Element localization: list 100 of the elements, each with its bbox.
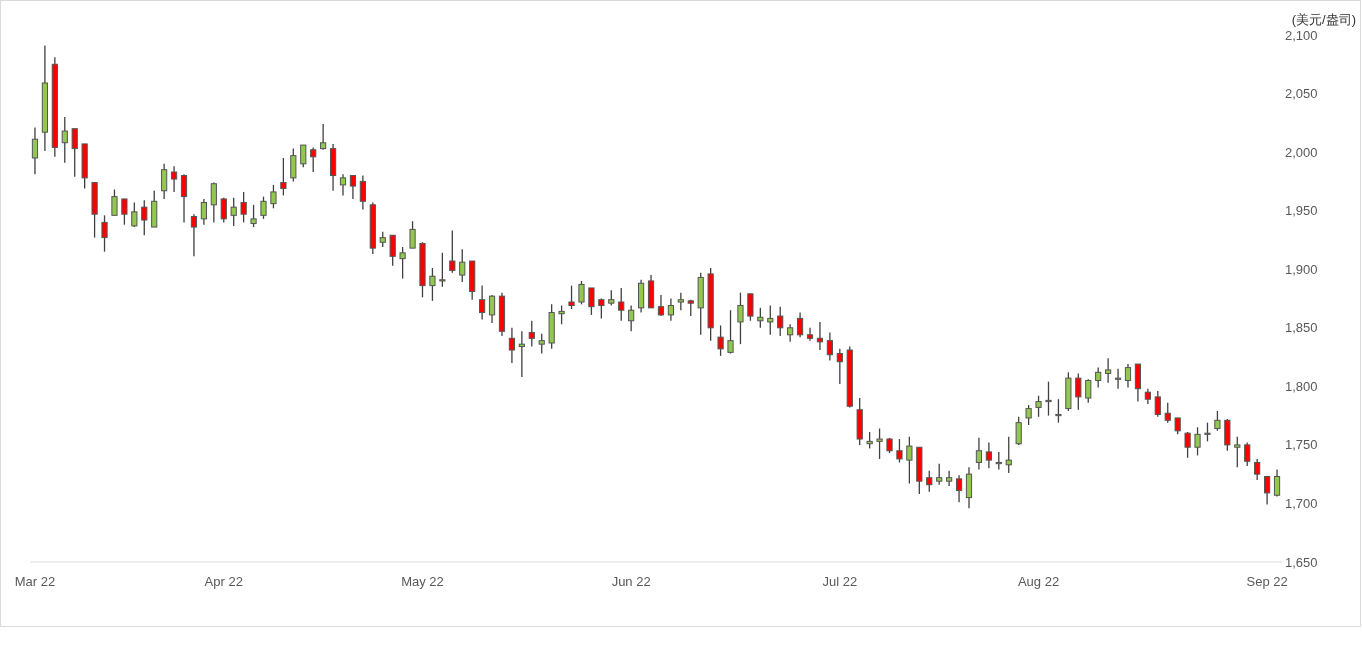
- x-tick-label: Sep 22: [1246, 574, 1288, 589]
- candlestick: [1184, 431, 1191, 459]
- candlestick: [588, 287, 595, 316]
- candlestick: [796, 311, 804, 338]
- candlestick: [1025, 404, 1032, 426]
- candlestick: [260, 195, 267, 220]
- candlestick: [270, 184, 277, 209]
- candlestick: [1244, 441, 1251, 467]
- x-tick-label: Jul 22: [822, 574, 858, 589]
- candlestick: [727, 309, 734, 355]
- candlestick: [141, 199, 148, 236]
- candlestick: [717, 324, 724, 357]
- x-tick-label: May 22: [401, 574, 444, 589]
- candlestick: [538, 332, 545, 355]
- candlestick: [200, 198, 207, 226]
- x-tick-label: Jun 22: [611, 574, 651, 589]
- y-tick-label: 1,850: [1285, 320, 1318, 336]
- candlestick: [349, 174, 357, 200]
- x-tick-label: Apr 22: [204, 574, 243, 589]
- candlestick: [906, 436, 913, 485]
- candlestick: [965, 466, 973, 509]
- candlestick: [488, 294, 496, 324]
- candlestick: [459, 248, 466, 283]
- candlestick: [320, 123, 327, 151]
- y-tick-label: 1,700: [1285, 495, 1318, 511]
- candlestick: [1075, 372, 1082, 411]
- candlestick: [101, 214, 108, 253]
- candlestick: [1055, 398, 1062, 424]
- candlestick: [757, 307, 764, 329]
- candlestick: [449, 229, 456, 274]
- candlestick: [1095, 366, 1102, 389]
- candlestick: [1015, 416, 1022, 446]
- candlestick: [667, 297, 675, 322]
- candlestick: [131, 201, 138, 228]
- y-tick-label: 2,000: [1285, 144, 1318, 160]
- candlestick: [985, 441, 992, 469]
- candlestick: [230, 197, 237, 227]
- candlestick: [578, 280, 585, 306]
- candlestick: [280, 157, 287, 197]
- candlestick: [1005, 436, 1012, 474]
- candlestick: [1273, 468, 1281, 498]
- candlestick: [876, 427, 883, 460]
- candlestick: [1204, 421, 1211, 443]
- x-tick-label: Mar 22: [14, 574, 56, 589]
- candlestick: [1164, 402, 1171, 424]
- candlestick: [479, 284, 486, 321]
- candlestick: [628, 304, 635, 332]
- candlestick: [250, 204, 257, 228]
- candlestick: [300, 144, 307, 168]
- candlestick: [399, 246, 406, 280]
- candlestick: [409, 220, 416, 249]
- candlestick: [290, 147, 297, 183]
- candlestick: [1194, 426, 1201, 457]
- candlestick: [806, 327, 814, 342]
- candlestick: [161, 163, 168, 200]
- candlestick: [339, 173, 347, 197]
- candlestick: [121, 198, 128, 226]
- candlestick: [61, 116, 68, 164]
- candlestick: [836, 348, 843, 385]
- candlestick: [508, 327, 516, 364]
- candlestick: [310, 146, 317, 173]
- y-axis-title: (美元/盎司): [1291, 12, 1356, 27]
- candlestick: [111, 188, 118, 216]
- candlestick: [359, 174, 366, 211]
- candlestick: [936, 462, 943, 486]
- candlestick: [71, 128, 78, 178]
- y-tick-label: 2,100: [1285, 27, 1318, 43]
- candlestick: [558, 304, 565, 325]
- candlestick: [1105, 357, 1112, 384]
- candlestick: [1264, 475, 1271, 506]
- candlestick: [777, 306, 784, 337]
- candlestick: [429, 267, 436, 302]
- candlestick: [1085, 378, 1092, 404]
- candlestick: [1045, 381, 1052, 417]
- y-tick-label: 1,650: [1285, 554, 1318, 570]
- y-tick-label: 2,050: [1285, 86, 1318, 102]
- candlestick: [737, 291, 744, 345]
- candlestick: [240, 191, 247, 224]
- candlestick: [1234, 436, 1241, 468]
- y-tick-label: 1,900: [1285, 261, 1318, 277]
- candlestick: [618, 287, 625, 322]
- x-tick-label: Aug 22: [1017, 574, 1060, 589]
- candlestick: [439, 252, 446, 288]
- candlestick: [946, 470, 953, 487]
- candlestick: [926, 470, 933, 493]
- candlestick: [1214, 410, 1221, 432]
- candlestick: [767, 304, 774, 336]
- candlestick: [170, 165, 178, 193]
- candlestick: [210, 181, 217, 224]
- candlestick: [1124, 363, 1132, 389]
- candlestick: [568, 284, 575, 310]
- candlestick: [31, 126, 39, 176]
- candlestick: [389, 234, 396, 267]
- candlestick: [975, 437, 983, 471]
- y-tick-label: 1,750: [1285, 437, 1318, 453]
- candlestick: [528, 320, 535, 348]
- candlestick: [1154, 390, 1161, 418]
- candlestick: [1254, 458, 1261, 481]
- y-tick-label: 1,950: [1285, 203, 1318, 219]
- candlestick: [180, 173, 188, 224]
